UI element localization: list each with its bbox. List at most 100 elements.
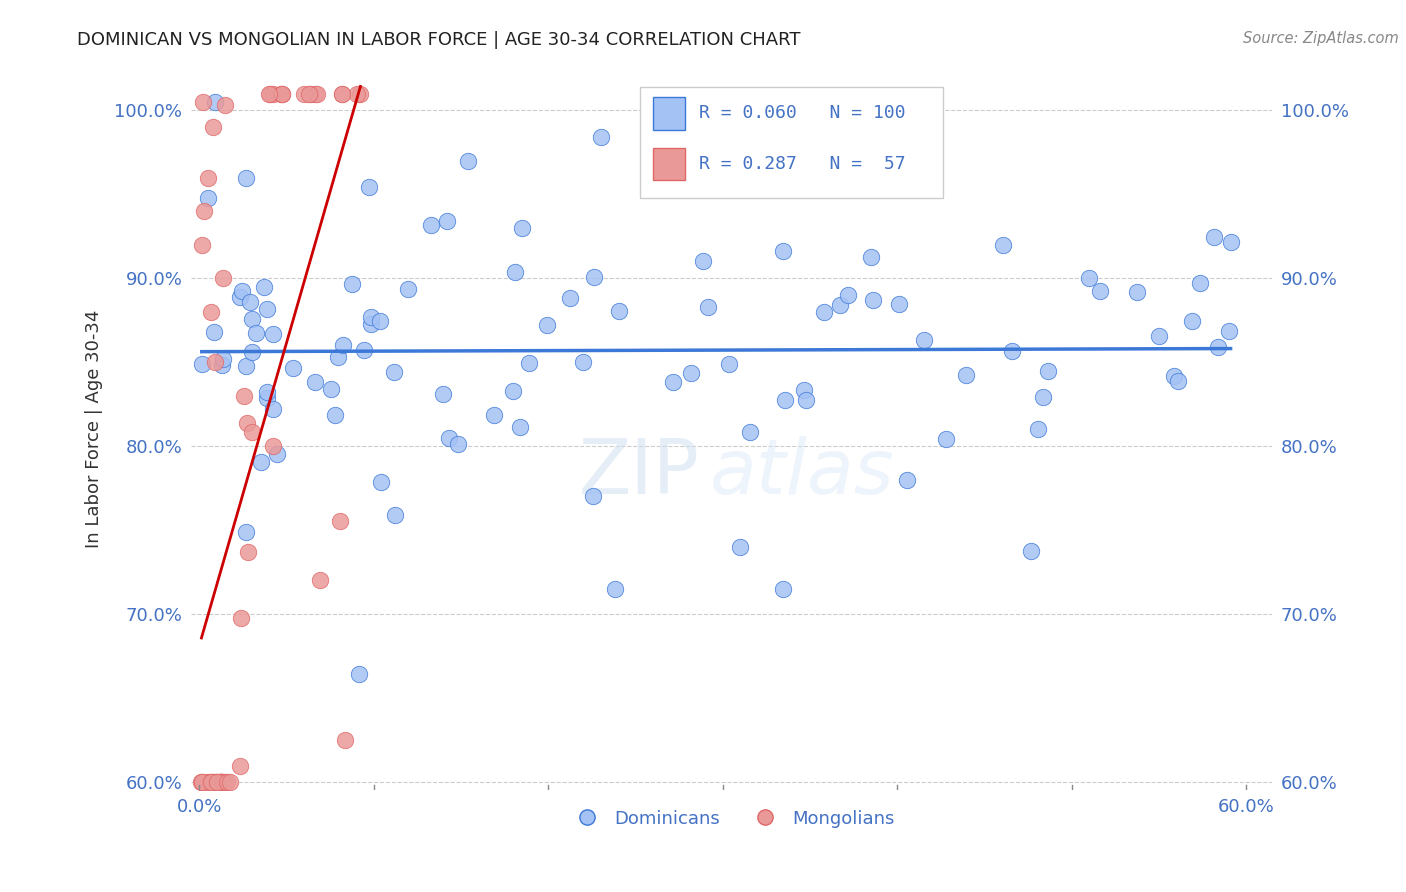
Point [813, 305, 835, 319]
Point [270, 87, 292, 101]
Point [200, 305, 222, 319]
Point [581, 489, 603, 503]
Point [896, 474, 918, 488]
Point [323, 409, 346, 423]
Point [332, 337, 354, 351]
Point [211, 359, 233, 373]
Point [432, 386, 454, 401]
Point [309, 573, 332, 587]
Point [1167, 374, 1189, 388]
Text: atlas: atlas [710, 435, 894, 509]
Point [191, 774, 214, 789]
Point [256, 384, 278, 399]
Point [235, 170, 257, 185]
Point [935, 432, 957, 446]
Point [262, 439, 284, 453]
Point [235, 359, 257, 374]
Point [346, 87, 368, 101]
Point [209, 774, 232, 789]
Point [484, 409, 506, 423]
Legend: Dominicans, Mongolians: Dominicans, Mongolians [561, 803, 901, 835]
Point [229, 611, 252, 625]
Point [342, 277, 364, 291]
Point [572, 354, 595, 368]
Point [1218, 325, 1240, 339]
Point [195, 774, 218, 789]
Point [359, 180, 381, 194]
Point [240, 425, 263, 439]
Point [229, 759, 252, 773]
Point [256, 302, 278, 317]
Point [662, 375, 685, 389]
Point [349, 87, 371, 101]
Point [793, 383, 815, 397]
Point [240, 345, 263, 359]
Point [239, 295, 262, 310]
Point [259, 87, 281, 101]
Point [193, 204, 215, 219]
Point [360, 310, 382, 325]
Point [697, 300, 720, 314]
Point [419, 219, 441, 233]
Point [262, 401, 284, 416]
Point [215, 774, 238, 789]
Point [353, 343, 375, 357]
Point [609, 304, 631, 318]
Point [256, 391, 278, 405]
Point [330, 87, 353, 101]
Point [200, 774, 222, 789]
Point [191, 358, 214, 372]
Point [214, 98, 236, 112]
Point [205, 774, 228, 789]
Point [692, 254, 714, 268]
Point [591, 129, 613, 144]
Point [1125, 285, 1147, 300]
Point [231, 285, 253, 299]
Point [837, 288, 859, 302]
Point [205, 774, 228, 789]
Point [245, 326, 267, 341]
Point [681, 366, 703, 380]
Point [208, 774, 231, 789]
Point [253, 280, 276, 294]
Point [214, 774, 236, 789]
Text: R = 0.060   N = 100: R = 0.060 N = 100 [699, 104, 905, 122]
Point [305, 87, 328, 101]
Y-axis label: In Labor Force | Age 30-34: In Labor Force | Age 30-34 [86, 310, 103, 549]
Point [912, 333, 935, 347]
Point [211, 774, 233, 789]
Point [330, 87, 353, 101]
Point [1019, 544, 1042, 558]
Point [193, 95, 215, 109]
Point [347, 667, 370, 681]
Point [1032, 390, 1054, 404]
Point [202, 774, 225, 789]
Point [509, 420, 531, 434]
Point [202, 326, 225, 340]
Text: ZIP: ZIP [578, 435, 699, 509]
Point [889, 297, 911, 311]
Point [370, 475, 392, 490]
Point [738, 425, 761, 439]
Point [718, 357, 741, 371]
Point [271, 87, 294, 101]
Point [368, 314, 391, 328]
Point [1088, 284, 1111, 298]
Point [1219, 235, 1241, 249]
Point [993, 237, 1015, 252]
Point [503, 265, 526, 279]
Point [772, 244, 794, 258]
Point [1036, 364, 1059, 378]
Point [859, 250, 882, 264]
Point [304, 375, 326, 389]
Point [510, 220, 533, 235]
Point [235, 525, 257, 540]
Point [319, 382, 342, 396]
Point [772, 582, 794, 596]
Point [583, 270, 606, 285]
Point [233, 389, 256, 403]
Point [219, 774, 242, 789]
Point [773, 392, 796, 407]
Text: Source: ZipAtlas.com: Source: ZipAtlas.com [1243, 31, 1399, 46]
Text: R = 0.287   N =  57: R = 0.287 N = 57 [699, 154, 905, 173]
